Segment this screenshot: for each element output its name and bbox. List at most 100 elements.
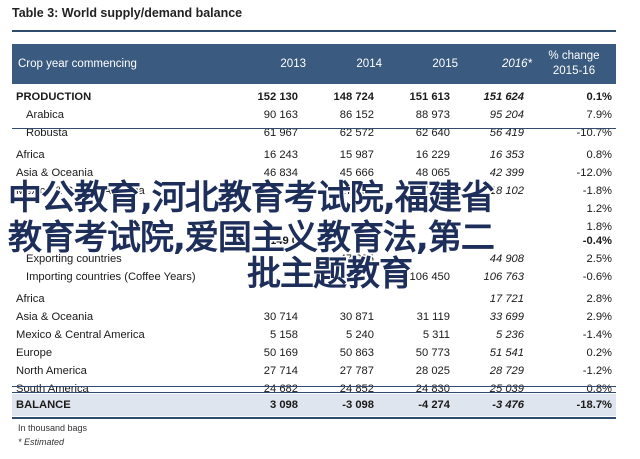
table-row: Importing countries (Coffee Years) 106 45… <box>12 268 616 286</box>
balance-label: BALANCE <box>16 399 71 411</box>
watermark-overlay-line-3: 批主题教育 <box>246 253 415 296</box>
cell-change: 0.2% <box>586 347 613 359</box>
cell-value: 106 763 <box>483 271 524 283</box>
cell-change: 0.1% <box>586 91 613 103</box>
cell-value: 62 640 <box>415 127 450 139</box>
table-row: Europe 50 169 50 863 50 773 51 541 0.2% <box>12 344 616 362</box>
row-label: PRODUCTION <box>16 91 92 103</box>
cell-value: 28 025 <box>415 365 450 377</box>
cell-value: 31 119 <box>416 311 450 323</box>
cell-value: 28 729 <box>489 365 524 377</box>
row-label: Africa <box>16 293 45 305</box>
cell-value: 44 908 <box>489 253 524 265</box>
cell-value: 148 724 <box>333 91 374 103</box>
row-label: Mexico & Central America <box>16 185 145 197</box>
row-label: Europe <box>16 347 53 359</box>
cell-value: 16 353 <box>489 149 524 161</box>
row-label: Robusta <box>26 127 68 139</box>
cell-value: 18 102 <box>489 185 524 197</box>
cell-change: 2.8% <box>586 293 613 305</box>
note-estimated: * Estimated <box>18 437 65 447</box>
cell-change: 0.8% <box>586 149 613 161</box>
table-row: Africa 17 721 2.8% <box>12 290 616 308</box>
cell-value: 86 152 <box>339 109 374 121</box>
cell-value: 62 572 <box>339 127 374 139</box>
header-year-2014: 2014 <box>356 58 382 70</box>
cell-value: 45 666 <box>339 167 374 179</box>
cell-value: 5 311 <box>422 329 450 341</box>
cell-change: 1.2% <box>586 203 613 215</box>
table-row: Exporting countries 47 225 44 908 2.5% <box>12 250 616 268</box>
section-rule <box>12 386 616 387</box>
cell-value: 16 229 <box>415 149 450 161</box>
table-row: PRODUCTION 152 130 148 724 151 613 151 624 0.… <box>12 88 616 106</box>
balance-2015: -4 274 <box>418 399 450 411</box>
cell-value: 27 714 <box>263 365 298 377</box>
cell-change: 2.5% <box>586 253 613 265</box>
cell-change: 2.9% <box>586 311 613 323</box>
table-row: North America 27 714 27 787 28 025 28 729 -1.… <box>12 362 616 380</box>
cell-change: -0.4% <box>582 235 612 247</box>
cell-value: 46 834 <box>263 167 298 179</box>
cell-value: 88 973 <box>415 109 450 121</box>
cell-value: 61 967 <box>263 127 298 139</box>
watermark-overlay-line-1: 中公教育,河北教育考试院,福建省 <box>7 177 497 220</box>
cell-change: 1.8% <box>586 221 613 233</box>
table-title: Table 3: World supply/demand balance <box>12 6 243 20</box>
table-row: 1.2% <box>12 200 616 218</box>
cell-value: 151 624 <box>483 91 524 103</box>
cell-value: 48 065 <box>415 167 450 179</box>
cell-change: -10.7% <box>576 127 612 139</box>
header-change-top: % change <box>548 50 600 62</box>
header-change: % change 2015-16 <box>538 44 610 84</box>
row-label: Arabica <box>26 109 64 121</box>
table-row: Arabica 90 163 86 152 88 973 95 204 7.9% <box>12 106 616 124</box>
cell-value: 51 541 <box>489 347 524 359</box>
cell-value: 5 158 <box>270 329 298 341</box>
cell-change: -0.6% <box>582 271 612 283</box>
cell-value: 17 438 <box>339 185 374 197</box>
cell-value: 50 773 <box>415 347 450 359</box>
cell-value: 30 871 <box>339 311 374 323</box>
cell-value: 17 721 <box>489 293 524 305</box>
bottom-rule <box>12 417 616 419</box>
section-rule <box>12 128 616 129</box>
table-row: Asia & Oceania 30 714 30 871 31 119 33 699 2.… <box>12 308 616 326</box>
cell-value: 5 236 <box>496 329 524 341</box>
header-change-bottom: 2015-16 <box>552 65 596 77</box>
cell-value: 149 0 <box>270 235 298 247</box>
table-row: 149 0 -0.4% <box>12 232 616 250</box>
cell-value: 47 225 <box>339 253 374 265</box>
note-units: In thousand bags <box>18 423 88 433</box>
cell-value: 17 408 <box>415 185 450 197</box>
top-rule <box>12 30 616 32</box>
row-label: Importing countries (Coffee Years) <box>26 271 196 283</box>
balance-change: -18.7% <box>576 399 612 411</box>
table-row: Robusta 61 967 62 572 62 640 56 419 -10.7% <box>12 124 616 142</box>
cell-change: -12.0% <box>576 167 612 179</box>
cell-value: 15 987 <box>339 149 374 161</box>
cell-change: -1.8% <box>582 185 612 197</box>
cell-value: 33 699 <box>489 311 524 323</box>
row-label: Mexico & Central America <box>16 329 145 341</box>
balance-2013: 3 098 <box>270 399 298 411</box>
row-label: Asia & Oceania <box>16 167 94 179</box>
table-row: Asia & Oceania 46 834 45 666 48 065 42 399 -1… <box>12 164 616 182</box>
header-crop-year: Crop year commencing <box>18 58 137 70</box>
cell-value: 50 863 <box>339 347 374 359</box>
row-label: Exporting countries <box>26 253 122 265</box>
header-year-2016: 2016* <box>501 58 532 70</box>
balance-2014: -3 098 <box>342 399 374 411</box>
cell-value: 95 204 <box>489 109 524 121</box>
watermark-overlay-line-2: 教育考试院,爱国主义教育法,第二 <box>7 217 497 260</box>
table-row: Mexico & Central America 17 438 17 408 18 1… <box>12 182 616 200</box>
cell-value: 106 450 <box>409 271 450 283</box>
table-row: Africa 16 243 15 987 16 229 16 353 0.8% <box>12 146 616 164</box>
cell-value: 5 240 <box>346 329 374 341</box>
balance-top-rule <box>12 392 616 393</box>
row-label: Africa <box>16 149 45 161</box>
balance-row: BALANCE 3 098 -3 098 -4 274 -3 476 -18.7… <box>12 394 616 416</box>
cell-change: -1.2% <box>582 365 612 377</box>
table-row: 1.8% <box>12 218 616 236</box>
cell-value: 50 169 <box>263 347 298 359</box>
